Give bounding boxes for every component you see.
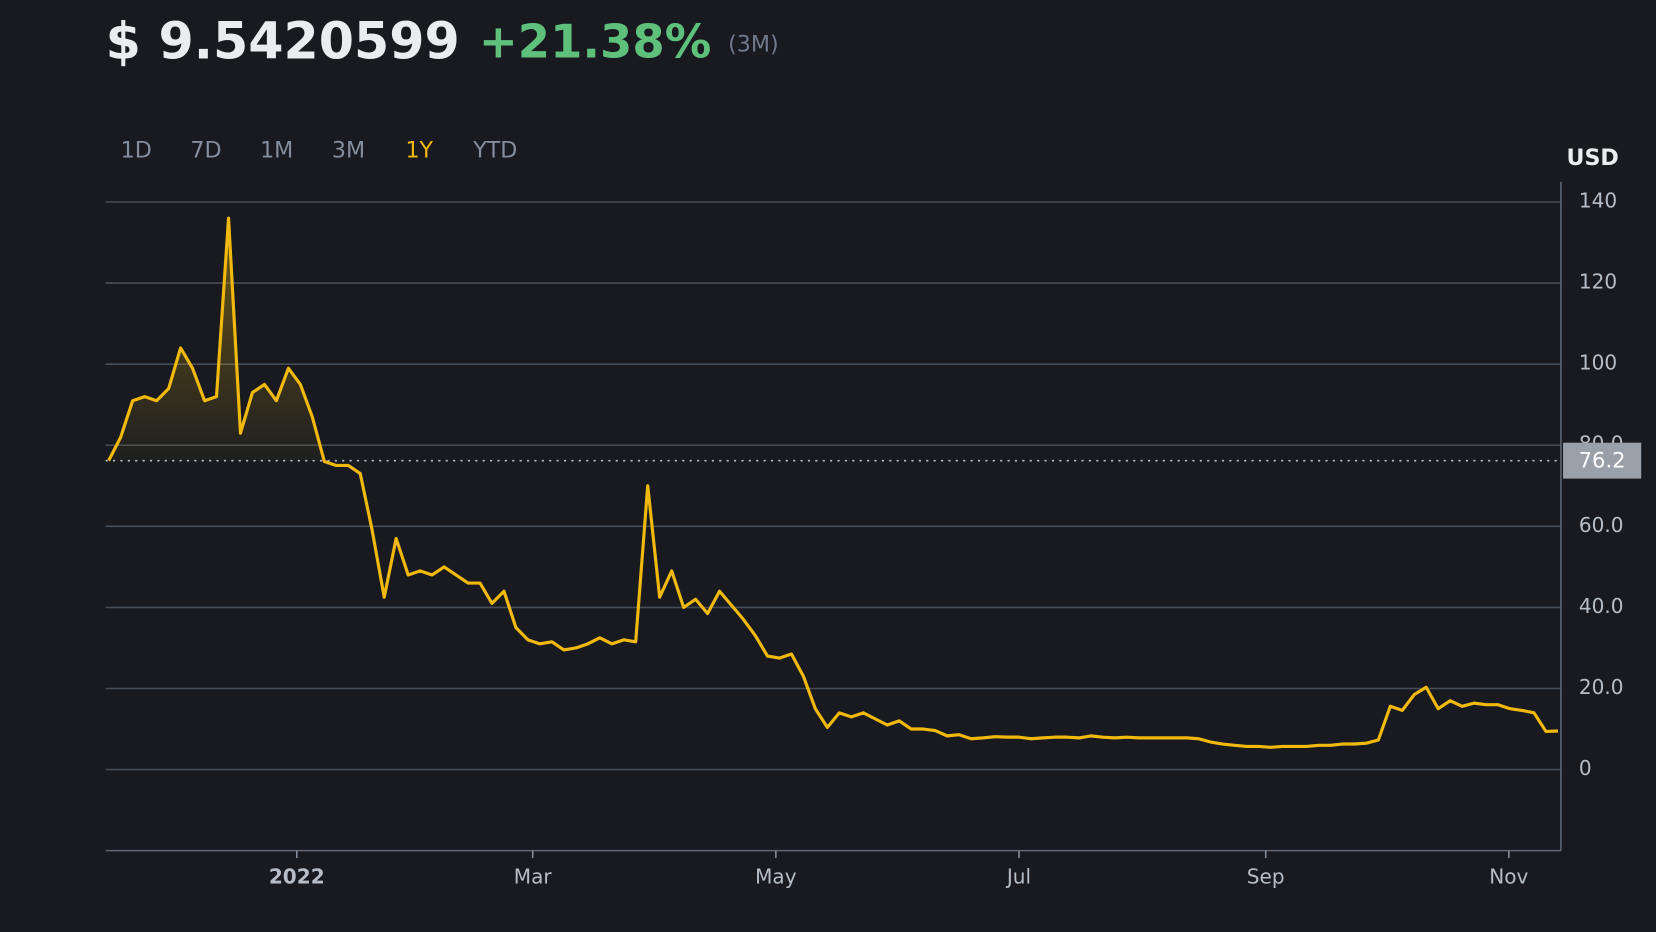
range-tab[interactable]: 1M <box>260 138 293 164</box>
range-tab[interactable]: 3M <box>332 138 365 164</box>
area <box>108 218 325 461</box>
unit-label: USD <box>1566 145 1618 171</box>
range-tab[interactable]: 7D <box>190 138 221 164</box>
y-tick-label: 40.0 <box>1579 594 1624 618</box>
change: +21.38% <box>479 14 711 68</box>
grid: 020.040.060.080.01001201402022MarMayJulS… <box>105 181 1624 889</box>
y-tick-label: 20.0 <box>1579 675 1624 699</box>
y-tick-label: 60.0 <box>1579 513 1624 537</box>
price-line <box>107 216 1559 749</box>
y-tick-label: 120 <box>1579 270 1617 294</box>
y-tick-label: 140 <box>1579 189 1617 213</box>
y-tick-label: 0 <box>1579 756 1592 780</box>
range-tab[interactable]: YTD <box>472 138 517 164</box>
x-tick-label: Jul <box>1005 865 1031 889</box>
price: $ 9.5420599 <box>106 11 460 70</box>
range-tab[interactable]: 1Y <box>405 138 433 164</box>
x-tick-label: Sep <box>1247 865 1285 889</box>
reference-label: 76.2 <box>1579 448 1626 473</box>
plot: 76.2 <box>105 216 1642 749</box>
y-tick-label: 100 <box>1579 351 1617 375</box>
x-tick-label: Nov <box>1489 865 1528 889</box>
range-tab[interactable]: 1D <box>121 138 152 164</box>
header: $ 9.5420599 +21.38% (3M) <box>106 11 779 70</box>
tabs: 1D 7D 1M 3M 1Y YTD <box>121 138 518 164</box>
reference-label-box <box>1563 442 1642 479</box>
period: (3M) <box>728 31 779 57</box>
x-tick-label: 2022 <box>269 865 325 889</box>
x-tick-label: May <box>755 865 797 889</box>
x-tick-label: Mar <box>514 865 553 889</box>
